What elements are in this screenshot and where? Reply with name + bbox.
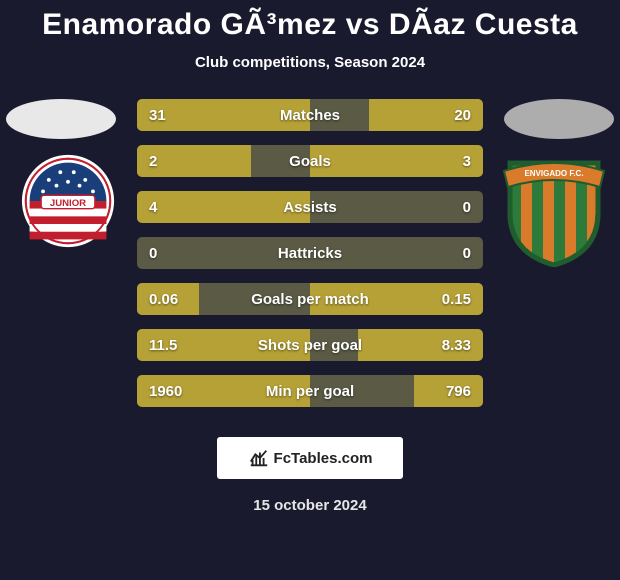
stat-value-left: 1960 <box>149 383 182 400</box>
stat-label: Min per goal <box>266 383 354 400</box>
stat-row: 4 Assists 0 <box>137 191 483 223</box>
stat-label: Assists <box>283 199 336 216</box>
stat-value-right: 796 <box>446 383 471 400</box>
player-photo-right-placeholder <box>504 99 614 139</box>
club-crest-left: JUNIOR <box>20 153 116 249</box>
stat-value-left: 2 <box>149 153 157 170</box>
chart-icon <box>248 447 270 469</box>
watermark-text: FcTables.com <box>274 450 373 467</box>
stat-row: 31 Matches 20 <box>137 99 483 131</box>
stat-value-right: 8.33 <box>442 337 471 354</box>
stat-label: Shots per goal <box>258 337 362 354</box>
player-photo-left-placeholder <box>6 99 116 139</box>
subtitle: Club competitions, Season 2024 <box>0 54 620 71</box>
watermark: FcTables.com <box>217 437 403 479</box>
stat-value-right: 0.15 <box>442 291 471 308</box>
stat-row: 0.06 Goals per match 0.15 <box>137 283 483 315</box>
stat-value-left: 4 <box>149 199 157 216</box>
club-crest-right: ENVIGADO F.C. <box>502 153 606 267</box>
stat-value-left: 0 <box>149 245 157 262</box>
svg-text:ENVIGADO F.C.: ENVIGADO F.C. <box>524 169 583 178</box>
stat-label: Goals per match <box>251 291 369 308</box>
page-title: Enamorado GÃ³mez vs DÃ­az Cuesta <box>0 0 620 42</box>
stat-value-left: 11.5 <box>149 337 177 354</box>
stat-value-left: 31 <box>149 107 166 124</box>
stat-value-right: 3 <box>463 153 471 170</box>
comparison-content: JUNIOR ENVIGADO F.C. 31 Matches 20 2 Goals 3 4… <box>0 99 620 407</box>
stat-value-right: 20 <box>454 107 471 124</box>
stat-value-left: 0.06 <box>149 291 178 308</box>
envigado-crest-icon: ENVIGADO F.C. <box>502 153 606 267</box>
stat-label: Goals <box>289 153 331 170</box>
stats-container: 31 Matches 20 2 Goals 3 4 Assists 0 0 Hattricks 0 0.… <box>137 99 483 407</box>
svg-text:JUNIOR: JUNIOR <box>50 198 86 209</box>
stat-label: Hattricks <box>278 245 342 262</box>
stat-row: 11.5 Shots per goal 8.33 <box>137 329 483 361</box>
stat-value-right: 0 <box>463 199 471 216</box>
stat-row: 1960 Min per goal 796 <box>137 375 483 407</box>
stat-label: Matches <box>280 107 340 124</box>
date-text: 15 october 2024 <box>0 497 620 514</box>
junior-crest-icon: JUNIOR <box>20 153 116 249</box>
stat-value-right: 0 <box>463 245 471 262</box>
stat-row: 2 Goals 3 <box>137 145 483 177</box>
stat-fill-right <box>310 145 483 177</box>
stat-row: 0 Hattricks 0 <box>137 237 483 269</box>
